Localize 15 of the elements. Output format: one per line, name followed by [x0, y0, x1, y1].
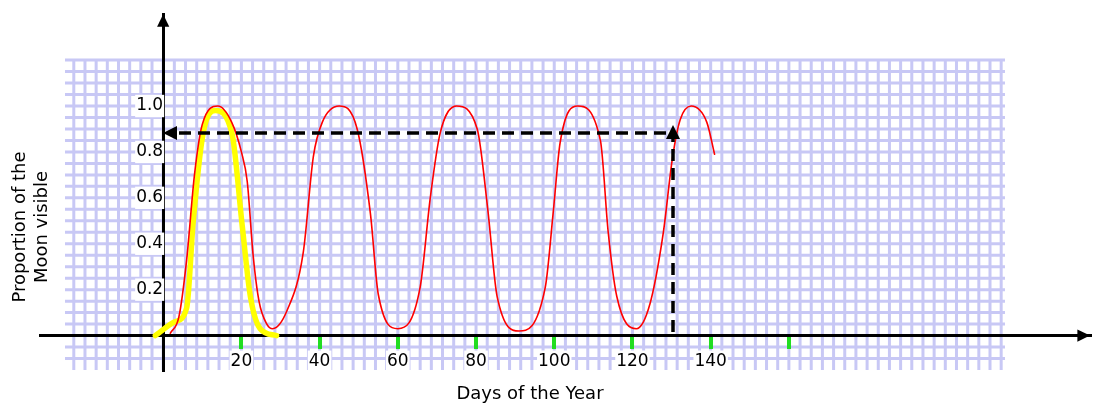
- x-tick-label: 60: [387, 350, 409, 371]
- x-tick-label: 80: [465, 350, 487, 371]
- y-tick-label: 1.0: [136, 94, 164, 115]
- y-axis-title: Proportion of the Moon visible: [8, 150, 52, 305]
- x-axis-title: Days of the Year: [455, 382, 605, 403]
- x-tick-label: 20: [230, 350, 253, 371]
- x-tick-label: 100: [538, 350, 571, 371]
- y-tick-label: 0.6: [136, 186, 164, 207]
- y-tick-label: 0.8: [136, 140, 164, 161]
- x-tick-label: 120: [616, 350, 649, 371]
- line-series: [169, 105, 716, 335]
- x-tick-label: 40: [308, 350, 331, 371]
- y-tick-label: 0.2: [136, 278, 164, 299]
- x-tick-label: 140: [694, 350, 727, 371]
- y-tick-label: 0.4: [136, 232, 164, 253]
